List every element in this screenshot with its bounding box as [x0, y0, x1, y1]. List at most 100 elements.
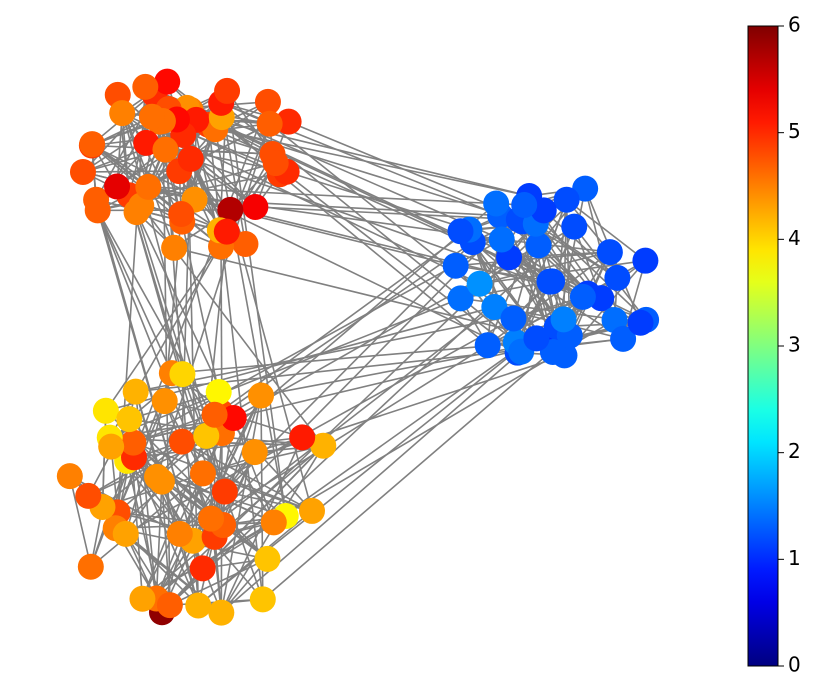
- node: [84, 197, 111, 224]
- node: [298, 497, 325, 524]
- node: [154, 68, 181, 95]
- node: [213, 218, 240, 245]
- edge: [622, 260, 647, 340]
- edge: [232, 417, 275, 523]
- node: [205, 378, 232, 405]
- edge: [95, 198, 227, 233]
- node: [627, 309, 654, 336]
- node: [523, 325, 550, 352]
- edge: [566, 199, 646, 262]
- node: [151, 388, 178, 415]
- node: [109, 100, 136, 127]
- node: [152, 136, 179, 163]
- node: [289, 424, 316, 451]
- edge: [260, 339, 554, 397]
- node: [500, 305, 527, 332]
- node: [211, 478, 238, 505]
- node: [550, 306, 577, 333]
- edge: [155, 481, 163, 599]
- colorbar-tick-label: 2: [788, 439, 801, 463]
- node: [561, 213, 588, 240]
- node: [185, 592, 212, 619]
- node: [129, 585, 156, 612]
- node: [104, 173, 131, 200]
- node: [483, 190, 510, 217]
- edge: [455, 264, 553, 283]
- node: [249, 586, 276, 613]
- colorbar-tick-label: 0: [788, 653, 801, 677]
- edge: [90, 101, 269, 568]
- node: [98, 433, 125, 460]
- node: [511, 191, 538, 218]
- node: [168, 201, 195, 228]
- edge: [219, 228, 470, 413]
- colorbar-tick-label: 6: [788, 13, 801, 37]
- colorbar-fill: [747, 25, 779, 667]
- edge: [155, 432, 223, 599]
- node: [79, 131, 106, 158]
- edge: [133, 457, 200, 606]
- node: [632, 247, 659, 274]
- colorbar-tick-label: 4: [788, 226, 801, 250]
- edge: [479, 259, 646, 285]
- node: [604, 264, 631, 291]
- node: [466, 270, 493, 297]
- node: [116, 406, 143, 433]
- node: [220, 405, 247, 432]
- node: [232, 230, 259, 257]
- edge: [90, 472, 204, 568]
- edge: [192, 306, 495, 542]
- nodes: [56, 68, 660, 626]
- node: [56, 463, 83, 490]
- edge: [69, 475, 92, 567]
- node: [69, 158, 96, 185]
- node: [447, 285, 474, 312]
- node: [525, 232, 552, 259]
- node: [536, 268, 563, 295]
- edge: [115, 202, 497, 529]
- colorbar-tick-label: 5: [788, 119, 801, 143]
- edge: [255, 206, 519, 221]
- node: [122, 378, 149, 405]
- node: [248, 382, 275, 409]
- edge: [156, 123, 271, 478]
- edge: [163, 400, 212, 519]
- node: [189, 460, 216, 487]
- edge: [262, 334, 571, 600]
- node: [260, 509, 287, 536]
- node: [242, 193, 269, 220]
- edge: [221, 116, 503, 241]
- node: [208, 599, 235, 626]
- edge: [168, 108, 553, 283]
- colorbar: 0 1 2 3 4 5 6: [747, 13, 801, 677]
- node: [442, 252, 469, 279]
- node: [488, 226, 515, 253]
- edge: [109, 297, 461, 439]
- colorbar-tick-label: 3: [788, 333, 801, 357]
- node: [168, 428, 195, 455]
- edge: [96, 210, 194, 541]
- node: [132, 73, 159, 100]
- node: [447, 218, 474, 245]
- node: [75, 482, 102, 509]
- edge: [116, 185, 502, 241]
- node: [177, 145, 204, 172]
- node: [214, 77, 241, 104]
- node: [474, 332, 501, 359]
- node: [198, 505, 225, 532]
- node: [254, 545, 281, 572]
- node: [77, 553, 104, 580]
- node: [610, 325, 637, 352]
- node: [254, 88, 281, 115]
- node: [201, 401, 228, 428]
- node: [241, 439, 268, 466]
- edge: [229, 209, 313, 512]
- edge: [479, 251, 611, 285]
- edge: [205, 231, 228, 436]
- node: [569, 283, 596, 310]
- edge: [220, 395, 262, 613]
- node: [169, 361, 196, 388]
- node: [262, 150, 289, 177]
- node: [156, 592, 183, 619]
